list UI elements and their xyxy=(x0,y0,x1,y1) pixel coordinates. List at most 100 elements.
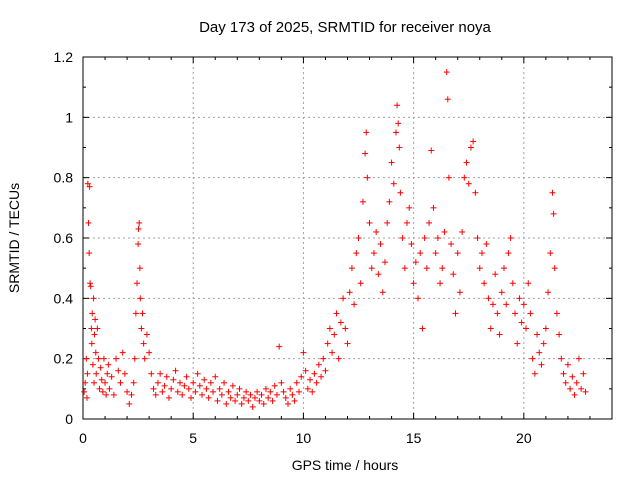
data-point xyxy=(364,174,371,181)
data-point xyxy=(500,265,507,272)
data-point xyxy=(194,370,201,377)
data-point xyxy=(408,241,415,248)
data-point xyxy=(571,391,578,398)
data-point xyxy=(404,219,411,226)
data-point xyxy=(503,301,510,308)
x-tick-label: 20 xyxy=(516,430,532,446)
data-point xyxy=(247,391,254,398)
data-point xyxy=(84,370,91,377)
data-point xyxy=(192,388,199,395)
data-point xyxy=(567,385,574,392)
data-point xyxy=(181,382,188,389)
data-point xyxy=(165,394,172,401)
data-point xyxy=(412,259,419,266)
data-point xyxy=(516,295,523,302)
data-point xyxy=(333,310,340,317)
data-point xyxy=(139,310,146,317)
data-point xyxy=(254,388,261,395)
data-point xyxy=(302,367,309,374)
data-point xyxy=(148,370,155,377)
x-axis-label: GPS time / hours xyxy=(292,457,399,473)
data-point xyxy=(92,349,99,356)
data-point xyxy=(113,355,120,362)
data-point xyxy=(135,241,142,248)
data-point xyxy=(562,379,569,386)
data-point xyxy=(269,397,276,404)
y-tick-label: 0.8 xyxy=(54,170,74,186)
gridlines xyxy=(83,57,612,419)
data-point xyxy=(134,280,141,287)
data-point xyxy=(423,265,430,272)
data-point xyxy=(366,219,373,226)
data-point xyxy=(81,388,88,395)
data-point xyxy=(265,394,272,401)
data-point xyxy=(284,400,291,407)
y-tick-labels: 0 0.2 0.4 0.6 0.8 1 1.2 xyxy=(54,49,74,427)
data-point xyxy=(534,331,541,338)
data-point xyxy=(542,325,549,332)
data-point xyxy=(342,325,349,332)
x-tick-label: 0 xyxy=(79,430,87,446)
y-tick-label: 1 xyxy=(65,109,73,125)
data-point xyxy=(582,388,589,395)
data-point xyxy=(179,391,186,398)
data-point xyxy=(307,376,314,383)
data-point xyxy=(375,271,382,278)
data-point xyxy=(309,388,316,395)
data-point xyxy=(84,180,91,187)
data-point xyxy=(88,340,95,347)
data-point xyxy=(293,379,300,386)
data-points xyxy=(81,69,589,410)
data-point xyxy=(441,228,448,235)
data-point xyxy=(135,225,142,232)
data-point xyxy=(205,394,212,401)
data-point xyxy=(276,343,283,350)
data-point xyxy=(183,373,190,380)
x-tick-label: 5 xyxy=(189,430,197,446)
data-point xyxy=(426,219,433,226)
data-point xyxy=(223,400,230,407)
data-point xyxy=(298,373,305,380)
data-point xyxy=(227,394,234,401)
data-point xyxy=(362,150,369,157)
data-point xyxy=(87,280,94,287)
data-point xyxy=(98,376,105,383)
data-point xyxy=(556,331,563,338)
data-point xyxy=(117,379,124,386)
data-point xyxy=(110,391,117,398)
data-point xyxy=(121,370,128,377)
data-point xyxy=(99,388,106,395)
data-point xyxy=(90,295,97,302)
data-point xyxy=(580,370,587,377)
data-point xyxy=(82,379,89,386)
data-point xyxy=(89,361,96,368)
data-point xyxy=(83,355,90,362)
data-point xyxy=(478,250,485,257)
data-point xyxy=(578,385,585,392)
data-point xyxy=(143,331,150,338)
data-point xyxy=(344,340,351,347)
data-point xyxy=(379,289,386,296)
data-point xyxy=(428,147,435,154)
data-point xyxy=(196,382,203,389)
data-point xyxy=(547,250,554,257)
data-point xyxy=(132,310,139,317)
data-point xyxy=(456,289,463,296)
data-point xyxy=(476,265,483,272)
data-point xyxy=(91,331,98,338)
data-point xyxy=(103,391,110,398)
x-tick-label: 15 xyxy=(406,430,422,446)
plot-frame xyxy=(82,56,613,420)
data-point xyxy=(174,388,181,395)
data-point xyxy=(130,379,137,386)
data-point xyxy=(470,138,477,145)
data-point xyxy=(381,259,388,266)
data-point xyxy=(531,370,538,377)
data-point xyxy=(159,388,166,395)
data-point xyxy=(437,280,444,287)
data-point xyxy=(91,379,98,386)
data-point xyxy=(232,397,239,404)
data-point xyxy=(444,96,451,103)
data-point xyxy=(410,280,417,287)
data-point xyxy=(320,355,327,362)
